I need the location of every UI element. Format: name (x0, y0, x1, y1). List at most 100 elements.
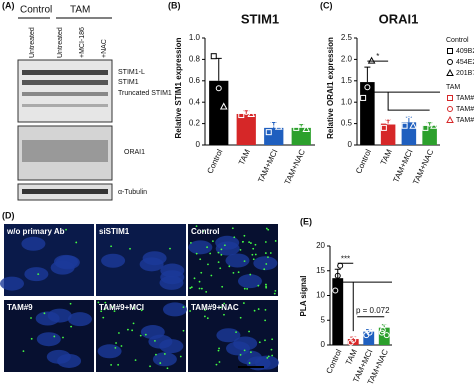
pla-dot (155, 353, 157, 356)
point (368, 324, 375, 331)
nucleus (101, 253, 126, 268)
panel-label: (A) (2, 0, 15, 10)
p-value: p = 0.072 (356, 306, 390, 315)
pla-dot (210, 274, 213, 277)
pla-dot (239, 353, 242, 356)
point (382, 319, 389, 326)
image-label: siSTIM1 (99, 227, 130, 236)
pla-dot (189, 287, 192, 289)
pla-dot (139, 334, 142, 337)
image-label: Control (191, 227, 219, 236)
pla-dot (134, 359, 137, 362)
pla-dot (110, 364, 113, 366)
pla-dot (114, 346, 117, 349)
band-label: STIM1 (118, 79, 139, 86)
pla-dot (218, 361, 221, 363)
point (380, 124, 387, 131)
legend-marker (447, 59, 453, 65)
pla-dot (217, 261, 220, 264)
error-bar (364, 66, 371, 83)
legend-label: 201B7 (456, 70, 474, 77)
point (388, 117, 397, 125)
pla-dot (195, 252, 198, 255)
pla-dot (70, 325, 73, 328)
nucleus (216, 328, 241, 343)
pla-dot (154, 340, 156, 342)
band-label: α-Tubulin (118, 189, 147, 196)
nucleus (148, 334, 173, 349)
pla-dot (202, 230, 205, 233)
y-tick-label: 0.2 (189, 119, 201, 128)
pla-dot (257, 284, 260, 287)
y-tick-label: 5 (321, 315, 326, 324)
nucleus (159, 275, 184, 290)
error-bar (334, 268, 341, 279)
pla-dot (248, 241, 251, 244)
legend-marker (447, 95, 453, 101)
panel-label: (D) (2, 210, 15, 220)
y-tick-label: 1.0 (341, 97, 353, 106)
y-tick-label: 15 (316, 266, 325, 275)
sig-label: * (376, 52, 379, 61)
y-tick-label: 0.6 (189, 76, 201, 85)
pla-dot (223, 313, 225, 316)
panel-label: (B) (168, 0, 181, 10)
nucleus (0, 276, 25, 291)
point (243, 108, 250, 115)
nucleus (21, 236, 46, 251)
pla-dot (274, 240, 277, 242)
point (270, 120, 277, 127)
nucleus (35, 311, 60, 326)
image-label: TAM#9+NAC (191, 303, 239, 312)
nucleus (24, 267, 49, 282)
point (274, 122, 283, 130)
y-tick-label: 1.5 (341, 76, 353, 85)
pla-dot (264, 319, 267, 322)
point (405, 112, 412, 119)
pla-dot (102, 316, 105, 319)
sig-bracket (337, 262, 392, 332)
pla-dot (200, 287, 203, 290)
pla-dot (271, 354, 274, 357)
pla-dot (250, 351, 252, 354)
point (334, 272, 341, 279)
pla-dot (215, 363, 218, 366)
nucleus (152, 352, 177, 367)
pla-dot (30, 337, 33, 340)
pla-dot (206, 246, 208, 249)
x-tick-label: Control (324, 348, 343, 375)
nucleus (225, 253, 250, 268)
pla-dot (266, 357, 269, 359)
legend-label: TAM#4 (456, 95, 474, 102)
y-tick-label: 1.0 (189, 33, 201, 42)
point (247, 109, 256, 117)
pla-dot (232, 271, 235, 274)
x-tick-label: TAM (379, 148, 394, 167)
pla-dot (159, 362, 162, 364)
pla-dot (253, 309, 256, 312)
y-tick-label: 0.4 (189, 97, 201, 106)
pla-dot (258, 341, 261, 344)
nucleus (50, 260, 75, 275)
point (210, 53, 217, 60)
pla-dot (265, 227, 268, 230)
bar (401, 122, 417, 145)
sig-label: *** (341, 254, 350, 263)
pla-dot (248, 362, 251, 364)
pla-dot (132, 307, 135, 310)
pla-dot (211, 240, 214, 243)
blot-panel: (A) Control TAM Untreated Untreated +MCI… (2, 0, 172, 201)
pla-dot (204, 309, 206, 311)
pla-dot (62, 336, 64, 339)
pla-dot (111, 306, 114, 309)
pla-dot (207, 263, 209, 266)
legend-marker (447, 48, 453, 54)
chart-title: ORAI1 (379, 11, 419, 26)
pla-dot (205, 290, 208, 293)
pla-dot (144, 333, 147, 336)
pla-dot (65, 228, 67, 231)
pla-dot (252, 247, 255, 250)
lane-label: +MCI-186 (79, 27, 86, 58)
band (22, 104, 108, 107)
band (22, 80, 108, 85)
